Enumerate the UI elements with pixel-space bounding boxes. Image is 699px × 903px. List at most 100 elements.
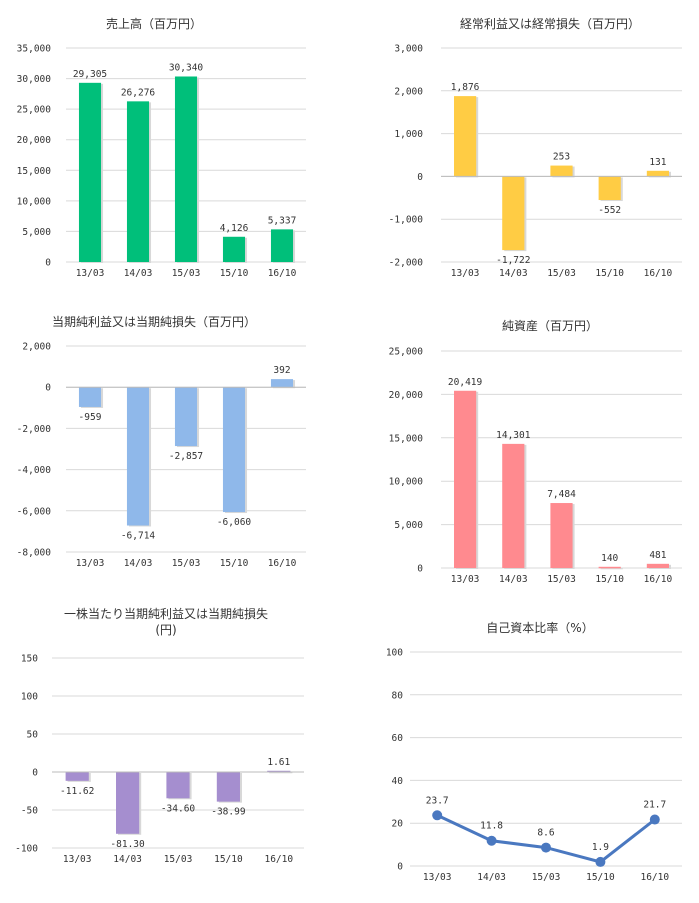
x-tick-label: 15/10 [586,872,615,883]
ordinary-income-chart-panel: 経常利益又は経常損失（百万円） -2,000 -1,000 0 1,000 2,000 3,… [349,0,699,300]
y-tick-label: 15,000 [17,166,52,177]
y-tick-label: -8,000 [17,548,52,559]
y-tick-label: 35,000 [17,44,52,55]
x-tick-label: 13/03 [76,268,105,279]
y-tick-label: 80 [392,690,404,701]
x-tick-label: 15/10 [214,854,243,865]
x-tick-label: 15/03 [547,268,576,279]
y-tick-label: 0 [45,383,51,394]
net-assets-chart: 純資産（百万円） 0 5,000 10,000 15,000 20,000 25,000 13… [389,318,682,585]
y-tick-label: -100 [15,844,38,855]
data-point [541,842,551,853]
bar [174,76,198,262]
bar [222,236,246,262]
eps-chart-panel: 一株当たり当期純利益又は当期純損失 (円) -100 -50 0 50 100 150 13/0… [0,600,349,903]
bar [78,387,102,407]
y-tick-label: 5,000 [394,520,423,531]
y-tick-label: 10,000 [389,477,424,488]
x-tick-label: 15/10 [220,558,249,569]
x-tick-label: 15/10 [595,268,624,279]
data-label: -11.62 [60,786,94,797]
data-label: 7,484 [547,489,576,500]
data-label: 21.7 [643,800,666,811]
y-tick-label: 100 [386,648,403,659]
bar [502,443,525,568]
eps-chart: 一株当たり当期純利益又は当期純損失 (円) -100 -50 0 50 100 150 13/0… [15,606,304,865]
y-tick-label: -50 [21,806,38,817]
x-tick-label: 13/03 [451,574,480,585]
bar [454,390,477,568]
bar [550,503,573,568]
bar [78,82,102,262]
data-label: 481 [649,550,666,561]
x-tick-label: 13/03 [76,558,105,569]
y-tick-label: 0 [45,258,51,269]
bar [598,176,621,201]
bar [550,165,573,177]
data-label: 131 [649,157,666,168]
data-label: -6,714 [121,531,156,542]
data-label: 8.6 [537,828,554,839]
bar [454,96,477,177]
data-label: -81.30 [110,839,145,850]
y-tick-label: -4,000 [17,465,52,476]
sales-chart: 売上高（百万円） 0 5,000 10,000 15,000 20,000 25,000 30… [17,16,306,279]
y-tick-label: 2,000 [394,86,423,97]
chart-title: 一株当たり当期純利益又は当期純損失 [64,606,268,621]
data-label: 20,419 [448,377,483,388]
x-tick-label: 14/03 [499,268,528,279]
data-label: -38.99 [211,807,246,818]
data-label: -552 [598,205,621,216]
sales-chart-panel: 売上高（百万円） 0 5,000 10,000 15,000 20,000 25,000 30… [0,0,349,300]
data-label: 5,337 [268,215,297,226]
bar [270,379,294,388]
bar [126,387,150,526]
chart-title: 自己資本比率（%） [486,620,593,635]
y-tick-label: 1,000 [394,129,423,140]
chart-title: 経常利益又は経常損失（百万円） [460,16,640,31]
chart-title: 純資産（百万円） [502,318,598,333]
data-point [649,814,660,825]
chart-title: 売上高（百万円） [106,16,202,31]
y-tick-label: -2,000 [389,258,424,269]
data-label: 253 [553,152,570,163]
y-tick-label: 5,000 [22,227,51,238]
y-tick-label: -6,000 [17,506,52,517]
x-tick-label: 15/03 [164,854,193,865]
x-tick-label: 15/03 [172,268,201,279]
x-tick-label: 13/03 [423,872,452,883]
y-tick-label: 10,000 [17,196,52,207]
y-tick-label: 20 [392,819,404,830]
bar [646,170,669,177]
x-tick-label: 14/03 [124,558,153,569]
bar [216,772,240,802]
y-tick-label: 0 [417,564,423,575]
bar [222,387,246,513]
x-tick-label: 15/03 [532,872,561,883]
net-income-chart: 当期純利益又は当期純損失（百万円） -8,000 -6,000 -4,000 -2,00… [17,314,306,569]
data-label: 29,305 [73,69,107,80]
y-tick-label: 3,000 [394,44,423,55]
y-tick-label: 30,000 [17,74,52,85]
y-tick-label: 50 [27,730,39,741]
data-label: 14,301 [496,430,531,441]
y-tick-label: -2,000 [17,424,52,435]
data-label: 140 [601,553,618,564]
x-tick-label: 14/03 [124,268,153,279]
data-label: 1.9 [592,842,609,853]
bar-shadow [600,567,623,570]
data-label: -34.60 [161,803,196,814]
y-tick-label: 60 [392,733,404,744]
y-tick-label: 2,000 [22,342,51,353]
x-tick-label: 15/03 [172,558,201,569]
x-tick-label: 16/10 [644,574,673,585]
x-tick-label: 15/03 [547,574,576,585]
y-tick-label: 20,000 [389,390,424,401]
x-tick-label: 14/03 [499,574,528,585]
ordinary-income-chart: 経常利益又は経常損失（百万円） -2,000 -1,000 0 1,000 2,000 3,… [389,16,682,279]
bar [646,563,669,568]
x-tick-label: 15/10 [595,574,624,585]
y-tick-label: 15,000 [389,433,424,444]
y-tick-label: -1,000 [389,215,424,226]
bar [502,176,525,251]
